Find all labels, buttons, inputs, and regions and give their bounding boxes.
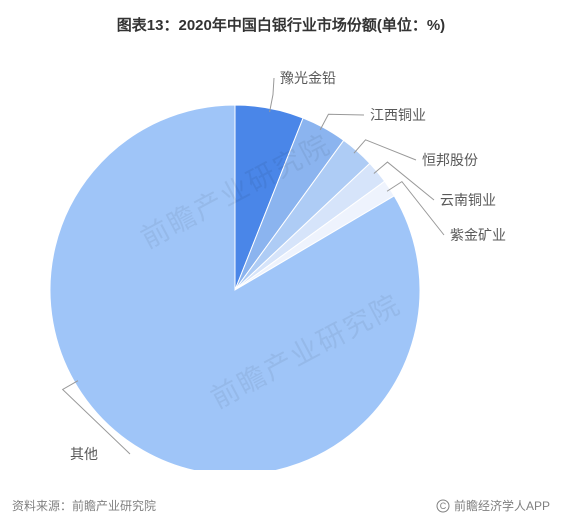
svg-text:C: C (440, 501, 447, 511)
pie-labels: 豫光金铅江西铜业恒邦股份云南铜业紫金矿业其他 (0, 50, 562, 470)
slice-label: 恒邦股份 (422, 150, 478, 170)
copyright: C 前瞻经济学人APP (436, 497, 550, 514)
slice-label: 云南铜业 (440, 190, 496, 210)
chart-title: 图表13：2020年中国白银行业市场份额(单位：%) (0, 0, 562, 35)
slice-label: 紫金矿业 (450, 225, 506, 245)
pie-chart: 豫光金铅江西铜业恒邦股份云南铜业紫金矿业其他 (0, 50, 562, 470)
copyright-text: 前瞻经济学人APP (454, 497, 550, 514)
slice-label: 其他 (70, 444, 98, 464)
footer: 资料来源：前瞻产业研究院 C 前瞻经济学人APP (12, 497, 550, 514)
source-text: 资料来源：前瞻产业研究院 (12, 497, 156, 514)
slice-label: 豫光金铅 (280, 68, 336, 88)
slice-label: 江西铜业 (370, 105, 426, 125)
copyright-icon: C (436, 499, 450, 513)
